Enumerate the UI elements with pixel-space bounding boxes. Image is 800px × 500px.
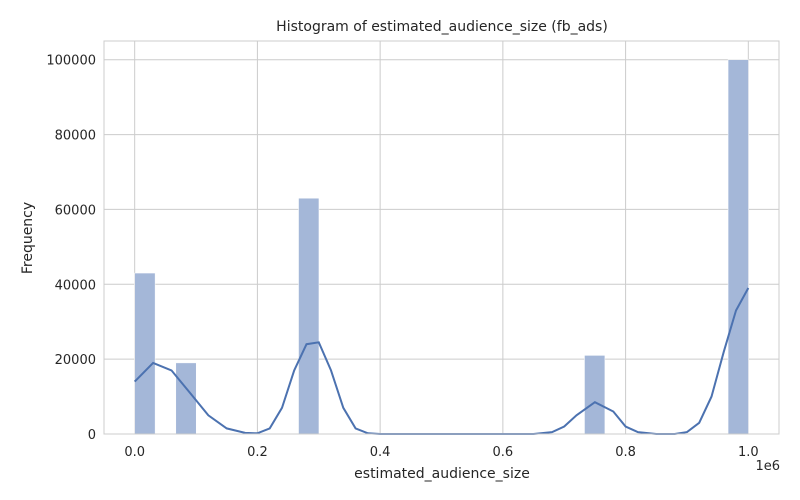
x-tick-label: 0.6 [493,445,514,460]
plot-frame [103,40,780,435]
histogram-bar [134,272,156,435]
y-tick-label: 40000 [55,278,96,293]
histogram-bar [584,355,606,435]
y-tick-label: 100000 [46,54,96,69]
histogram-bar [298,197,320,435]
y-tick-labels: 0 20000 40000 60000 80000 100000 [46,54,96,443]
y-tick-label: 20000 [55,353,96,368]
x-offset-label: 1e6 [755,459,780,474]
y-tick-label: 0 [88,428,96,443]
grid-lines [104,41,779,435]
chart-title: Histogram of estimated_audience_size (fb… [276,19,608,35]
histogram-bars [134,59,749,435]
x-tick-label: 0.8 [615,445,636,460]
y-tick-label: 80000 [55,129,96,144]
x-tick-label: 0.2 [247,445,268,460]
x-axis-label: estimated_audience_size [354,466,530,482]
x-tick-label: 0.4 [370,445,391,460]
histogram-bar [727,59,749,435]
x-tick-label: 1.0 [738,445,759,460]
x-tick-labels: 0.0 0.2 0.4 0.6 0.8 1.0 [124,445,758,460]
y-tick-label: 60000 [55,203,96,218]
x-tick-label: 0.0 [124,445,145,460]
histogram-bar [175,362,197,435]
y-axis-label: Frequency [20,202,36,274]
kde-line [133,287,750,435]
